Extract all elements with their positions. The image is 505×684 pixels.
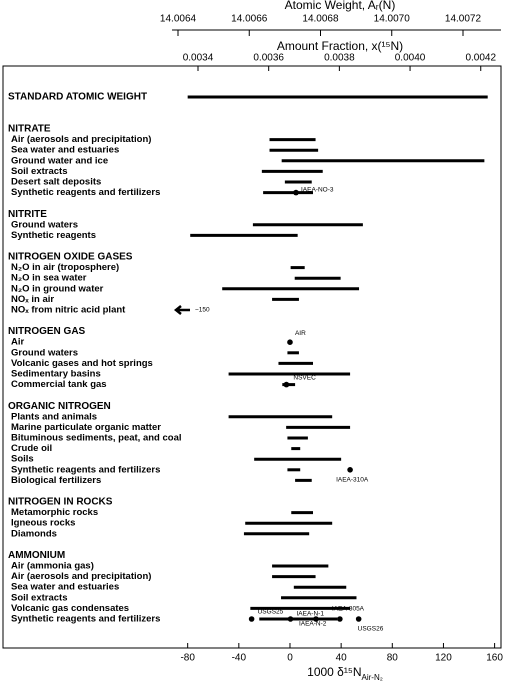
reference-point (337, 616, 343, 622)
row-label: Sea water and estuaries (11, 582, 119, 593)
x-tick-label: -80 (180, 653, 195, 664)
x-axis-title: 1000 δ¹⁵NAir-N₂ (307, 665, 383, 681)
row-label: Synthetic reagents (11, 230, 96, 241)
x-tick-label: 0 (287, 653, 293, 664)
reference-point (287, 339, 293, 346)
row-label: Synthetic reagents and fertilizers (11, 187, 160, 198)
x-tick-label: 160 (486, 653, 503, 664)
top-tick-label: 14.0064 (160, 14, 197, 25)
group-header: NITROGEN OXIDE GASES (8, 252, 133, 263)
row-label: Metamorphic rocks (11, 507, 98, 518)
reference-label: IAEA-N-2 (299, 621, 327, 628)
row-label: Air (11, 337, 25, 348)
reference-label: NSVEC (293, 374, 316, 381)
row-label: Sea water and estuaries (11, 145, 119, 156)
top-axis-title: Amount Fraction, x(¹⁵N) (277, 39, 403, 53)
reference-point (355, 616, 362, 622)
x-axis-title-sub: Air-N₂ (362, 673, 383, 682)
reference-label: IAEA-310A (336, 477, 369, 484)
row-label: Volcanic gases and hot springs (11, 358, 153, 369)
row-label: Volcanic gas condensates (11, 603, 129, 614)
reference-label: USGS25 (258, 609, 284, 616)
off-scale-label: −150 (195, 307, 210, 314)
standard-label: STANDARD ATOMIC WEIGHT (8, 92, 147, 103)
row-label: Crude oil (11, 443, 52, 454)
row-label: Sedimentary basins (11, 369, 101, 380)
row-label: Plants and animals (11, 411, 97, 422)
row-label: Bituminous sediments, peat, and coal (11, 433, 182, 444)
reference-label: IAEA-NO-3 (301, 186, 334, 193)
x-tick-label: 120 (435, 653, 452, 664)
top-tick-label: 0.0034 (183, 53, 214, 64)
row-label: N₂O in air (troposphere) (11, 262, 119, 273)
group-header: AMMONIUM (8, 550, 65, 561)
reference-label: IAEA-305A (332, 606, 365, 613)
group-header: NITRITE (8, 209, 47, 220)
group-header: NITROGEN IN ROCKS (8, 497, 113, 508)
row-label: Ground waters (11, 219, 78, 230)
reference-point (287, 616, 294, 622)
reference-point (293, 189, 299, 196)
reference-label: IAEA-N-1 (296, 611, 324, 618)
row-label: Soil extracts (11, 592, 68, 603)
reference-label: USGS26 (358, 626, 384, 633)
reference-point (248, 616, 255, 622)
row-label: Air (aerosols and precipitation) (11, 571, 151, 582)
row-label: Diamonds (11, 528, 57, 539)
row-label: Ground waters (11, 347, 78, 358)
top-tick-label: 0.0042 (465, 53, 496, 64)
row-label: Biological fertilizers (11, 475, 101, 486)
row-label: Air (aerosols and precipitation) (11, 134, 151, 145)
row-label: Synthetic reagents and fertilizers (11, 614, 160, 625)
x-tick-label: -40 (232, 653, 247, 664)
top-axis-title: Atomic Weight, Aᵣ(N) (285, 0, 396, 12)
top-tick-label: 0.0038 (324, 53, 355, 64)
reference-label: AIR (295, 330, 306, 337)
top-tick-label: 14.0068 (302, 14, 339, 25)
row-label: Synthetic reagents and fertilizers (11, 464, 160, 475)
reference-point (283, 381, 290, 388)
x-axis-title-main: 1000 δ¹⁵N (307, 665, 361, 679)
row-label: Desert salt deposits (11, 177, 101, 188)
row-label: Igneous rocks (11, 518, 75, 529)
reference-point (347, 467, 353, 473)
off-scale-arrow (173, 305, 190, 315)
row-label: N₂O in sea water (11, 273, 87, 284)
plot-frame (2, 65, 502, 649)
row-label: Soil extracts (11, 166, 68, 177)
row-label: Air (ammonia gas) (11, 561, 94, 572)
row-label: Soils (11, 454, 34, 465)
x-tick-label: 80 (387, 653, 399, 664)
top-tick-label: 14.0072 (445, 14, 482, 25)
row-label: NOₓ from nitric acid plant (11, 305, 126, 316)
row-label: NOₓ in air (11, 294, 54, 305)
row-label: Commercial tank gas (11, 379, 107, 390)
x-tick-label: 40 (336, 653, 348, 664)
row-label: Ground water and ice (11, 155, 108, 166)
reference-point (313, 616, 319, 622)
group-header: NITRATE (8, 124, 51, 135)
row-label: Marine particulate organic matter (11, 422, 161, 433)
top-tick-label: 0.0036 (253, 53, 284, 64)
group-header: ORGANIC NITROGEN (8, 401, 111, 412)
group-header: NITROGEN GAS (8, 326, 86, 337)
top-tick-label: 14.0070 (374, 14, 411, 25)
top-tick-label: 0.0040 (395, 53, 426, 64)
top-tick-label: 14.0066 (231, 14, 268, 25)
row-label: N₂O in ground water (11, 283, 104, 294)
